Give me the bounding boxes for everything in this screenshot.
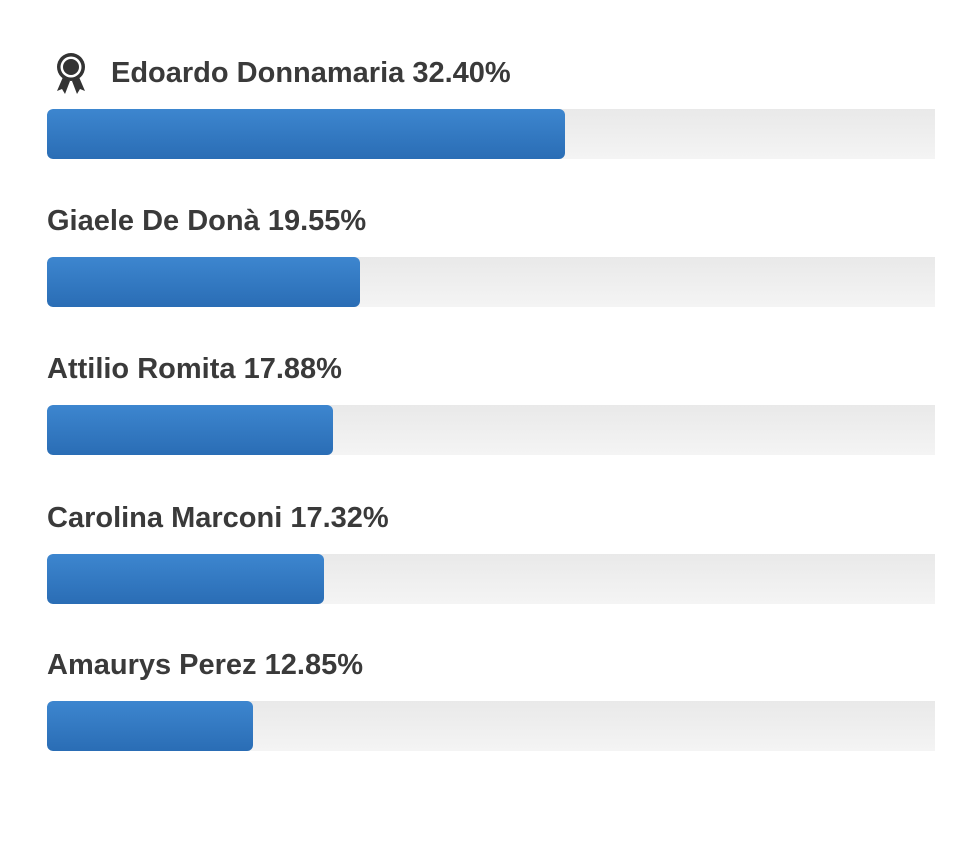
candidate-name: Edoardo Donnamaria	[111, 56, 405, 89]
progress-track	[47, 405, 935, 455]
poll-result-label: Carolina Marconi 17.32%	[47, 496, 960, 540]
candidate-name: Giaele De Donà	[47, 204, 260, 237]
progress-fill	[47, 701, 253, 751]
poll-result-row: Giaele De Donà 19.55%	[47, 199, 960, 307]
award-ribbon-icon	[57, 53, 85, 94]
progress-track	[47, 701, 935, 751]
progress-track	[47, 109, 935, 159]
poll-result-label: Giaele De Donà 19.55%	[47, 199, 960, 243]
progress-fill	[47, 109, 566, 159]
poll-result-label: Edoardo Donnamaria 32.40%	[47, 51, 960, 95]
poll-result-row: Carolina Marconi 17.32%	[47, 496, 960, 604]
progress-track	[47, 257, 935, 307]
candidate-name: Amaurys Perez	[47, 648, 257, 681]
candidate-percent: 32.40%	[412, 56, 511, 89]
candidate-percent: 17.88%	[243, 352, 342, 385]
progress-fill	[47, 257, 360, 307]
poll-result-row: Attilio Romita 17.88%	[47, 347, 960, 455]
progress-fill	[47, 554, 325, 604]
poll-result-row: Amaurys Perez 12.85%	[47, 643, 960, 751]
candidate-name: Attilio Romita	[47, 352, 236, 385]
candidate-percent: 17.32%	[290, 501, 389, 534]
candidate-percent: 12.85%	[264, 648, 363, 681]
progress-fill	[47, 405, 334, 455]
poll-result-row: Edoardo Donnamaria 32.40%	[47, 51, 960, 159]
poll-result-label: Attilio Romita 17.88%	[47, 347, 960, 391]
candidate-percent: 19.55%	[267, 204, 367, 237]
candidate-name: Carolina Marconi	[47, 501, 283, 534]
poll-result-label: Amaurys Perez 12.85%	[47, 643, 960, 687]
progress-track	[47, 554, 935, 604]
